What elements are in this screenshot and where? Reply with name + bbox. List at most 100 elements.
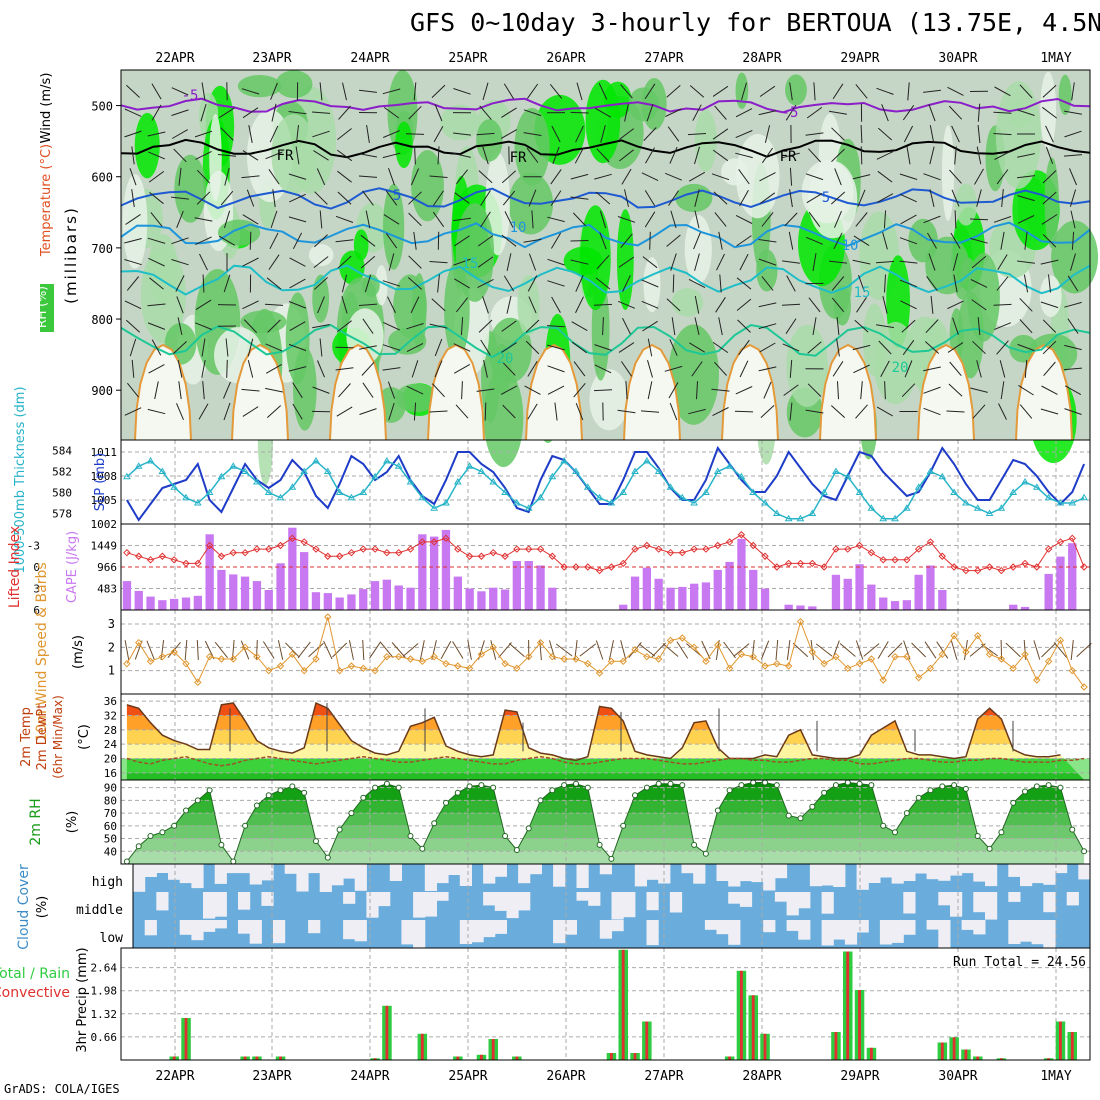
- rh-fill-blob: [292, 347, 317, 431]
- cloud-cell: [973, 920, 986, 935]
- precip-convective-bar: [373, 1058, 377, 1061]
- wind-barb: [194, 130, 213, 138]
- cloud-cell: [483, 892, 496, 906]
- wind-barb: [640, 410, 660, 413]
- wind-barb: [696, 381, 698, 400]
- thickness-point: [146, 457, 155, 464]
- surface-wind-barb: [1076, 642, 1092, 658]
- wind-barb: [994, 150, 1011, 160]
- rh-point: [502, 833, 509, 839]
- wind-barb: [1041, 214, 1058, 225]
- lifted-index-point: [584, 563, 592, 571]
- wind-barb: [1019, 319, 1033, 334]
- precip-convective-bar: [870, 1047, 873, 1061]
- temperature-plume: [134, 343, 192, 441]
- rh-fill-blob: [122, 174, 148, 269]
- wind-barb: [575, 296, 584, 314]
- wind-barb: [644, 211, 656, 228]
- wind-barb: [714, 212, 727, 227]
- rh-legend-swatch: [40, 284, 54, 332]
- wind-barb: [899, 237, 918, 245]
- wind-barb: [1071, 82, 1075, 101]
- wind-speed-point: [194, 678, 202, 687]
- cloud-cell: [366, 892, 379, 918]
- rh-fill-blob: [684, 215, 712, 284]
- wind-speed-point: [867, 655, 876, 663]
- wind-barb: [266, 405, 282, 418]
- lifted-index-point: [217, 552, 226, 560]
- wind-barb: [477, 235, 494, 247]
- wind-barb: [313, 256, 329, 268]
- rh-fill-blob: [995, 81, 1042, 189]
- temp-axis-label-1: 2m Temp: [19, 707, 34, 767]
- cape-bar: [335, 597, 344, 610]
- top-date-label: 29APR: [840, 51, 879, 66]
- cloud-cell: [599, 920, 612, 939]
- cloud-cell: [798, 920, 811, 940]
- wind-barb: [224, 167, 230, 186]
- wind-barb: [198, 403, 209, 420]
- rh-axis-label: 2m RH: [28, 798, 44, 845]
- wind-barb: [996, 276, 1009, 291]
- wind-barb: [694, 253, 700, 271]
- rh-point: [407, 833, 414, 839]
- wind-speed-point: [584, 659, 592, 668]
- cape-bar: [784, 604, 793, 610]
- wind-speed-point: [962, 648, 970, 656]
- wind-barb: [270, 210, 278, 229]
- rh-fill-blob: [671, 288, 704, 317]
- lifted-index-point: [773, 563, 781, 571]
- thickness-point: [134, 462, 143, 469]
- thickness-point: [891, 514, 899, 522]
- rh-point: [962, 785, 969, 792]
- temp-tick-label: 36: [104, 695, 117, 708]
- thickness-point: [323, 467, 332, 474]
- wind-barb: [642, 320, 658, 332]
- cloud-cell: [844, 920, 858, 945]
- wind-barb: [970, 237, 988, 244]
- wind-barb: [242, 257, 259, 267]
- wind-barb: [124, 300, 142, 310]
- surface-wind-barb: [391, 642, 406, 658]
- wind-barb: [150, 212, 163, 227]
- wind-barb: [434, 360, 443, 378]
- cloud-cell: [774, 864, 788, 879]
- wind-barb: [993, 303, 1012, 306]
- surface-wind-barb: [214, 641, 228, 659]
- wind-barb: [1017, 215, 1035, 224]
- wind-barb: [902, 339, 915, 356]
- rh-fill-blob: [134, 112, 160, 179]
- precip-convective-bar: [491, 1039, 495, 1060]
- thickness-point: [123, 472, 131, 480]
- wind-barb: [1067, 275, 1079, 292]
- wind-barb: [434, 338, 443, 357]
- rh-point: [466, 783, 473, 790]
- thickness-point: [524, 504, 533, 511]
- rh-point: [490, 784, 497, 791]
- cape-bar: [725, 561, 734, 610]
- wind-barb: [523, 238, 542, 243]
- wind-barb: [410, 296, 420, 314]
- wind-barb: [576, 82, 583, 101]
- wind-speed-point: [773, 659, 781, 668]
- wind-barb: [570, 111, 589, 114]
- wind-barb: [1067, 318, 1079, 334]
- wind-barb: [313, 150, 329, 161]
- rh-point: [986, 845, 993, 852]
- rh-color-band: [126, 838, 1085, 852]
- wind-barb: [460, 317, 464, 336]
- wind-barb: [171, 237, 189, 245]
- bottom-date-label: 27APR: [644, 1069, 683, 1084]
- wind-barb: [647, 360, 653, 378]
- wind-barb: [993, 111, 1012, 114]
- wind-barb: [454, 235, 470, 247]
- cloud-cell: [553, 920, 566, 944]
- wind-barb: [739, 189, 749, 207]
- wind-speed-point: [241, 643, 249, 652]
- rh-fill-blob: [589, 369, 629, 431]
- wind-barb: [337, 128, 352, 140]
- cloud-cell: [728, 920, 741, 945]
- precip-convective-bar: [740, 970, 743, 1061]
- temperature-plume: [623, 343, 681, 441]
- wind-barb: [366, 125, 370, 143]
